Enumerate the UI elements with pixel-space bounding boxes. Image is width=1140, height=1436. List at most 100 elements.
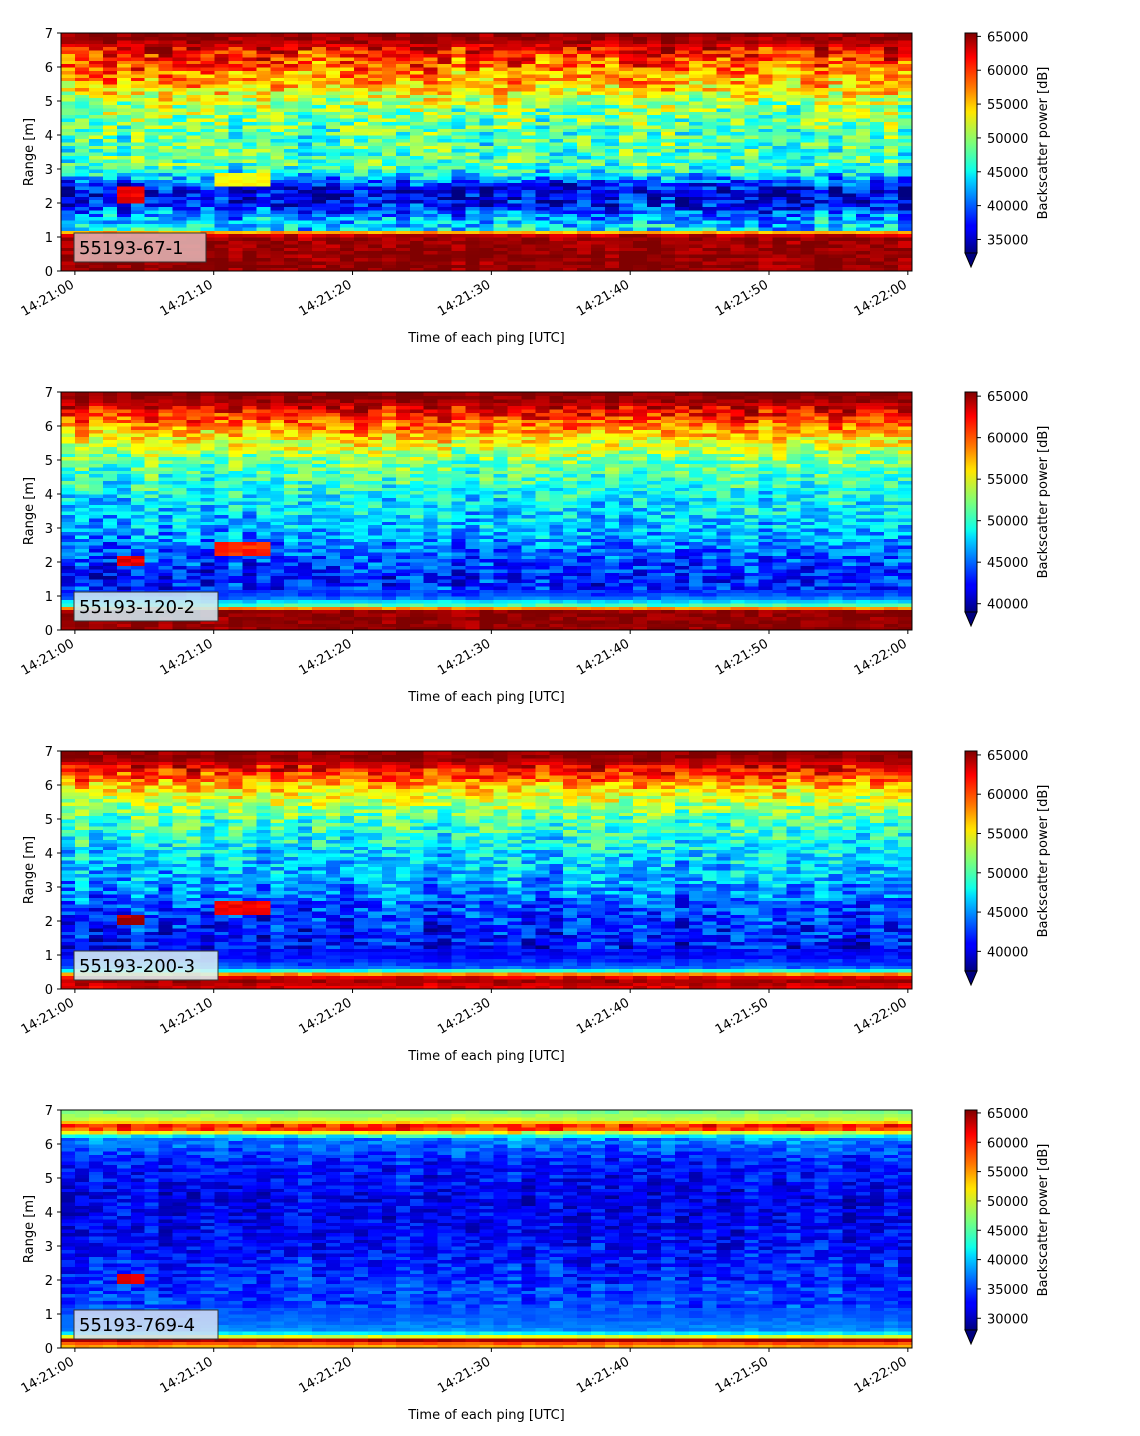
heatmap-cell [270,39,285,44]
heatmap-cell [144,67,160,71]
heatmap-cell [284,128,299,133]
heatmap-cell [256,260,271,265]
heatmap-cell [884,131,899,136]
heatmap-cell [270,203,285,207]
heatmap-cell [479,33,495,37]
heatmap-cell [479,260,495,265]
heatmap-cell [577,230,592,235]
heatmap-cell [284,90,299,95]
heatmap-cell [102,169,118,173]
heatmap-cell [214,87,230,92]
heatmap-cell [130,107,146,112]
heatmap-cell [646,70,662,75]
heatmap-cell [116,209,132,214]
heatmap-cell [242,152,257,156]
heatmap-cell [270,73,285,78]
heatmap-cell [632,213,648,218]
heatmap-cell [214,179,230,184]
heatmap-cell [61,169,76,173]
heatmap-cell [88,192,104,197]
heatmap-cell [800,226,815,231]
heatmap-cell [632,152,648,156]
heatmap-cell [409,206,425,211]
heatmap-cell [242,254,257,258]
heatmap-cell [158,504,174,509]
heatmap-cell [535,101,550,105]
heatmap-cell [270,60,285,65]
y-tick-label: 0 [45,265,53,280]
heatmap-cell [88,209,104,214]
heatmap-cell [61,240,76,245]
heatmap-cell [842,233,857,238]
heatmap-cell [772,226,788,231]
heatmap-cell [172,392,188,396]
heatmap-cell [591,169,606,173]
heatmap-cell [870,216,885,221]
heatmap-cell [214,138,230,143]
heatmap-cell [172,196,188,201]
heatmap-cell [340,97,355,102]
x-tick-label: 14:21:40 [574,277,632,319]
heatmap-cell [186,94,202,99]
heatmap-cell [284,172,299,177]
heatmap-cell [507,257,522,262]
heatmap-cell [619,216,634,221]
heatmap-cell [88,230,104,235]
heatmap-cell [409,111,425,116]
heatmap-cell [381,243,397,248]
heatmap-cell [437,114,453,119]
heatmap-cell [535,104,550,109]
heatmap-cell [102,186,118,190]
heatmap-cell [130,186,146,190]
heatmap-cell [256,50,271,54]
heatmap-cell [130,135,146,139]
heatmap-cell [158,50,174,54]
heatmap-cell [409,101,425,105]
heatmap-cell [451,216,467,221]
heatmap-cell [577,60,592,65]
heatmap-cell [353,162,369,167]
heatmap-cell [61,84,76,88]
heatmap-cell [674,254,690,258]
heatmap-cell [870,209,885,214]
heatmap-cell [437,172,453,177]
heatmap-cell [116,206,132,211]
heatmap-cell [144,179,160,184]
heatmap-cell [493,36,509,41]
heatmap-cell [605,94,620,99]
heatmap-cell [619,90,634,95]
heatmap-cell [465,87,481,92]
heatmap-cell [465,101,481,105]
heatmap-cell [451,240,467,245]
heatmap-cell [228,77,243,82]
heatmap-cell [521,196,536,201]
heatmap-cell [214,124,230,129]
heatmap-cell [340,148,355,153]
heatmap-cell [381,46,397,51]
heatmap-cell [186,138,202,143]
heatmap-cell [326,158,341,163]
heatmap-cell [619,67,634,71]
heatmap-cell [326,70,341,75]
heatmap-cell [186,63,202,68]
heatmap-cell [340,118,355,122]
heatmap-cell [591,226,606,231]
heatmap-cell [144,63,160,68]
heatmap-cell [172,138,188,143]
heatmap-cell [284,182,299,187]
heatmap-cell [214,240,230,245]
heatmap-cell [284,186,299,190]
heatmap-cell [674,226,690,231]
heatmap-cell [144,107,160,112]
heatmap-cell [116,138,132,143]
heatmap-cell [381,39,397,44]
heatmap-cell [521,131,536,136]
heatmap-cell [423,186,439,190]
heatmap-cell [549,104,564,109]
heatmap-cell [102,104,118,109]
heatmap-cell [814,158,829,163]
heatmap-cell [423,90,439,95]
heatmap-cell [409,223,425,228]
heatmap-cell [577,169,592,173]
heatmap-cell [479,264,495,269]
